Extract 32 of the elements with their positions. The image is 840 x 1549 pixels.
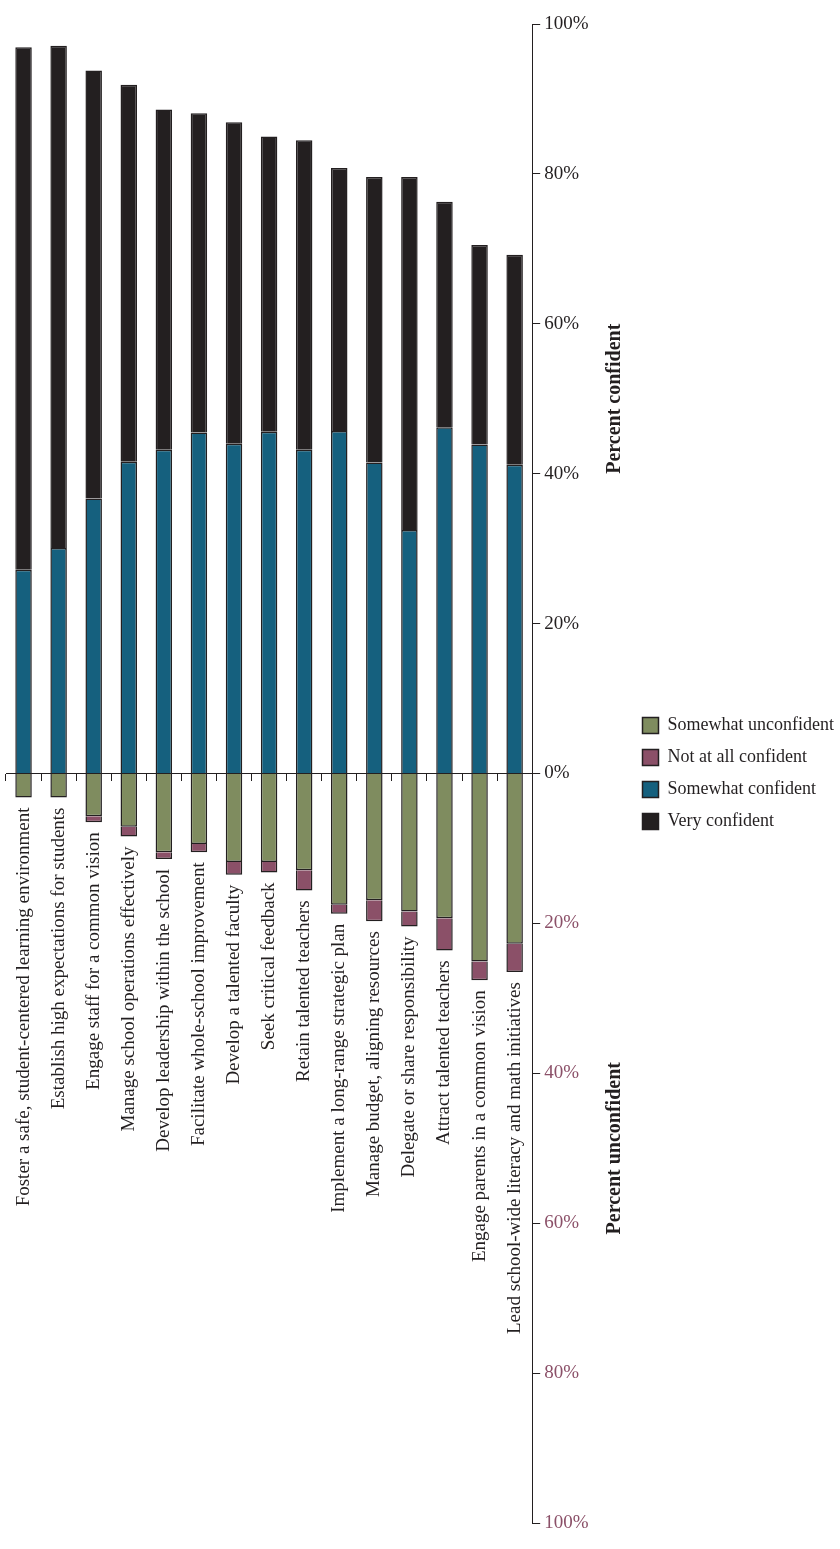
legend-label: Somewhat confident [667, 778, 816, 799]
x-tick-label: Delegate or share responsibility [397, 935, 419, 1178]
x-tick-label: Facilitate whole-school improvement [186, 861, 208, 1147]
y-tick-label: 40% [544, 1061, 580, 1083]
x-tick-label: Manage school operations effectively [116, 845, 138, 1132]
y-tick-label: 100% [544, 1510, 589, 1532]
x-tick-label: Engage parents in a common vision [467, 989, 489, 1263]
y-tick-label: 80% [544, 161, 580, 183]
x-tick-label: Develop a talented faculty [221, 884, 243, 1085]
y-tick-label: 20% [544, 911, 580, 933]
y-tick-label: 100% [544, 11, 589, 33]
y-tick-label: 80% [544, 1361, 580, 1383]
x-tick-label: Establish high expectations for students [46, 807, 68, 1110]
x-tick-label: Seek critical feedback [257, 881, 279, 1051]
x-tick-label: Retain talented teachers [292, 900, 314, 1082]
y-tick-label: 20% [544, 611, 580, 633]
x-tick-label: Foster a safe, student-centered learning environment [11, 806, 33, 1207]
x-tick-label: Attract talented teachers [432, 960, 454, 1146]
x-tick-label: Lead school-wide literacy and math initiatives [502, 982, 524, 1335]
text: Percent unconfident [601, 1061, 624, 1235]
y-tick-label: 60% [544, 1211, 580, 1233]
x-tick-label: Engage staff for a common vision [81, 831, 103, 1090]
legend-label: Somewhat unconfident [667, 714, 834, 735]
x-tick-label: Manage budget, aligning resources [362, 931, 384, 1198]
y-axis-title: Percent confident [601, 323, 624, 474]
y-tick-label: 40% [544, 461, 580, 483]
legend-label: Very confident [667, 810, 774, 831]
y-tick-label: 60% [544, 311, 580, 333]
y-tick-label: 0% [544, 761, 570, 783]
x-tick-label: Develop leadership within the school [151, 868, 173, 1152]
x-tick-label: Implement a long-range strategic plan [327, 923, 349, 1213]
legend-label: Not at all confident [667, 746, 807, 767]
